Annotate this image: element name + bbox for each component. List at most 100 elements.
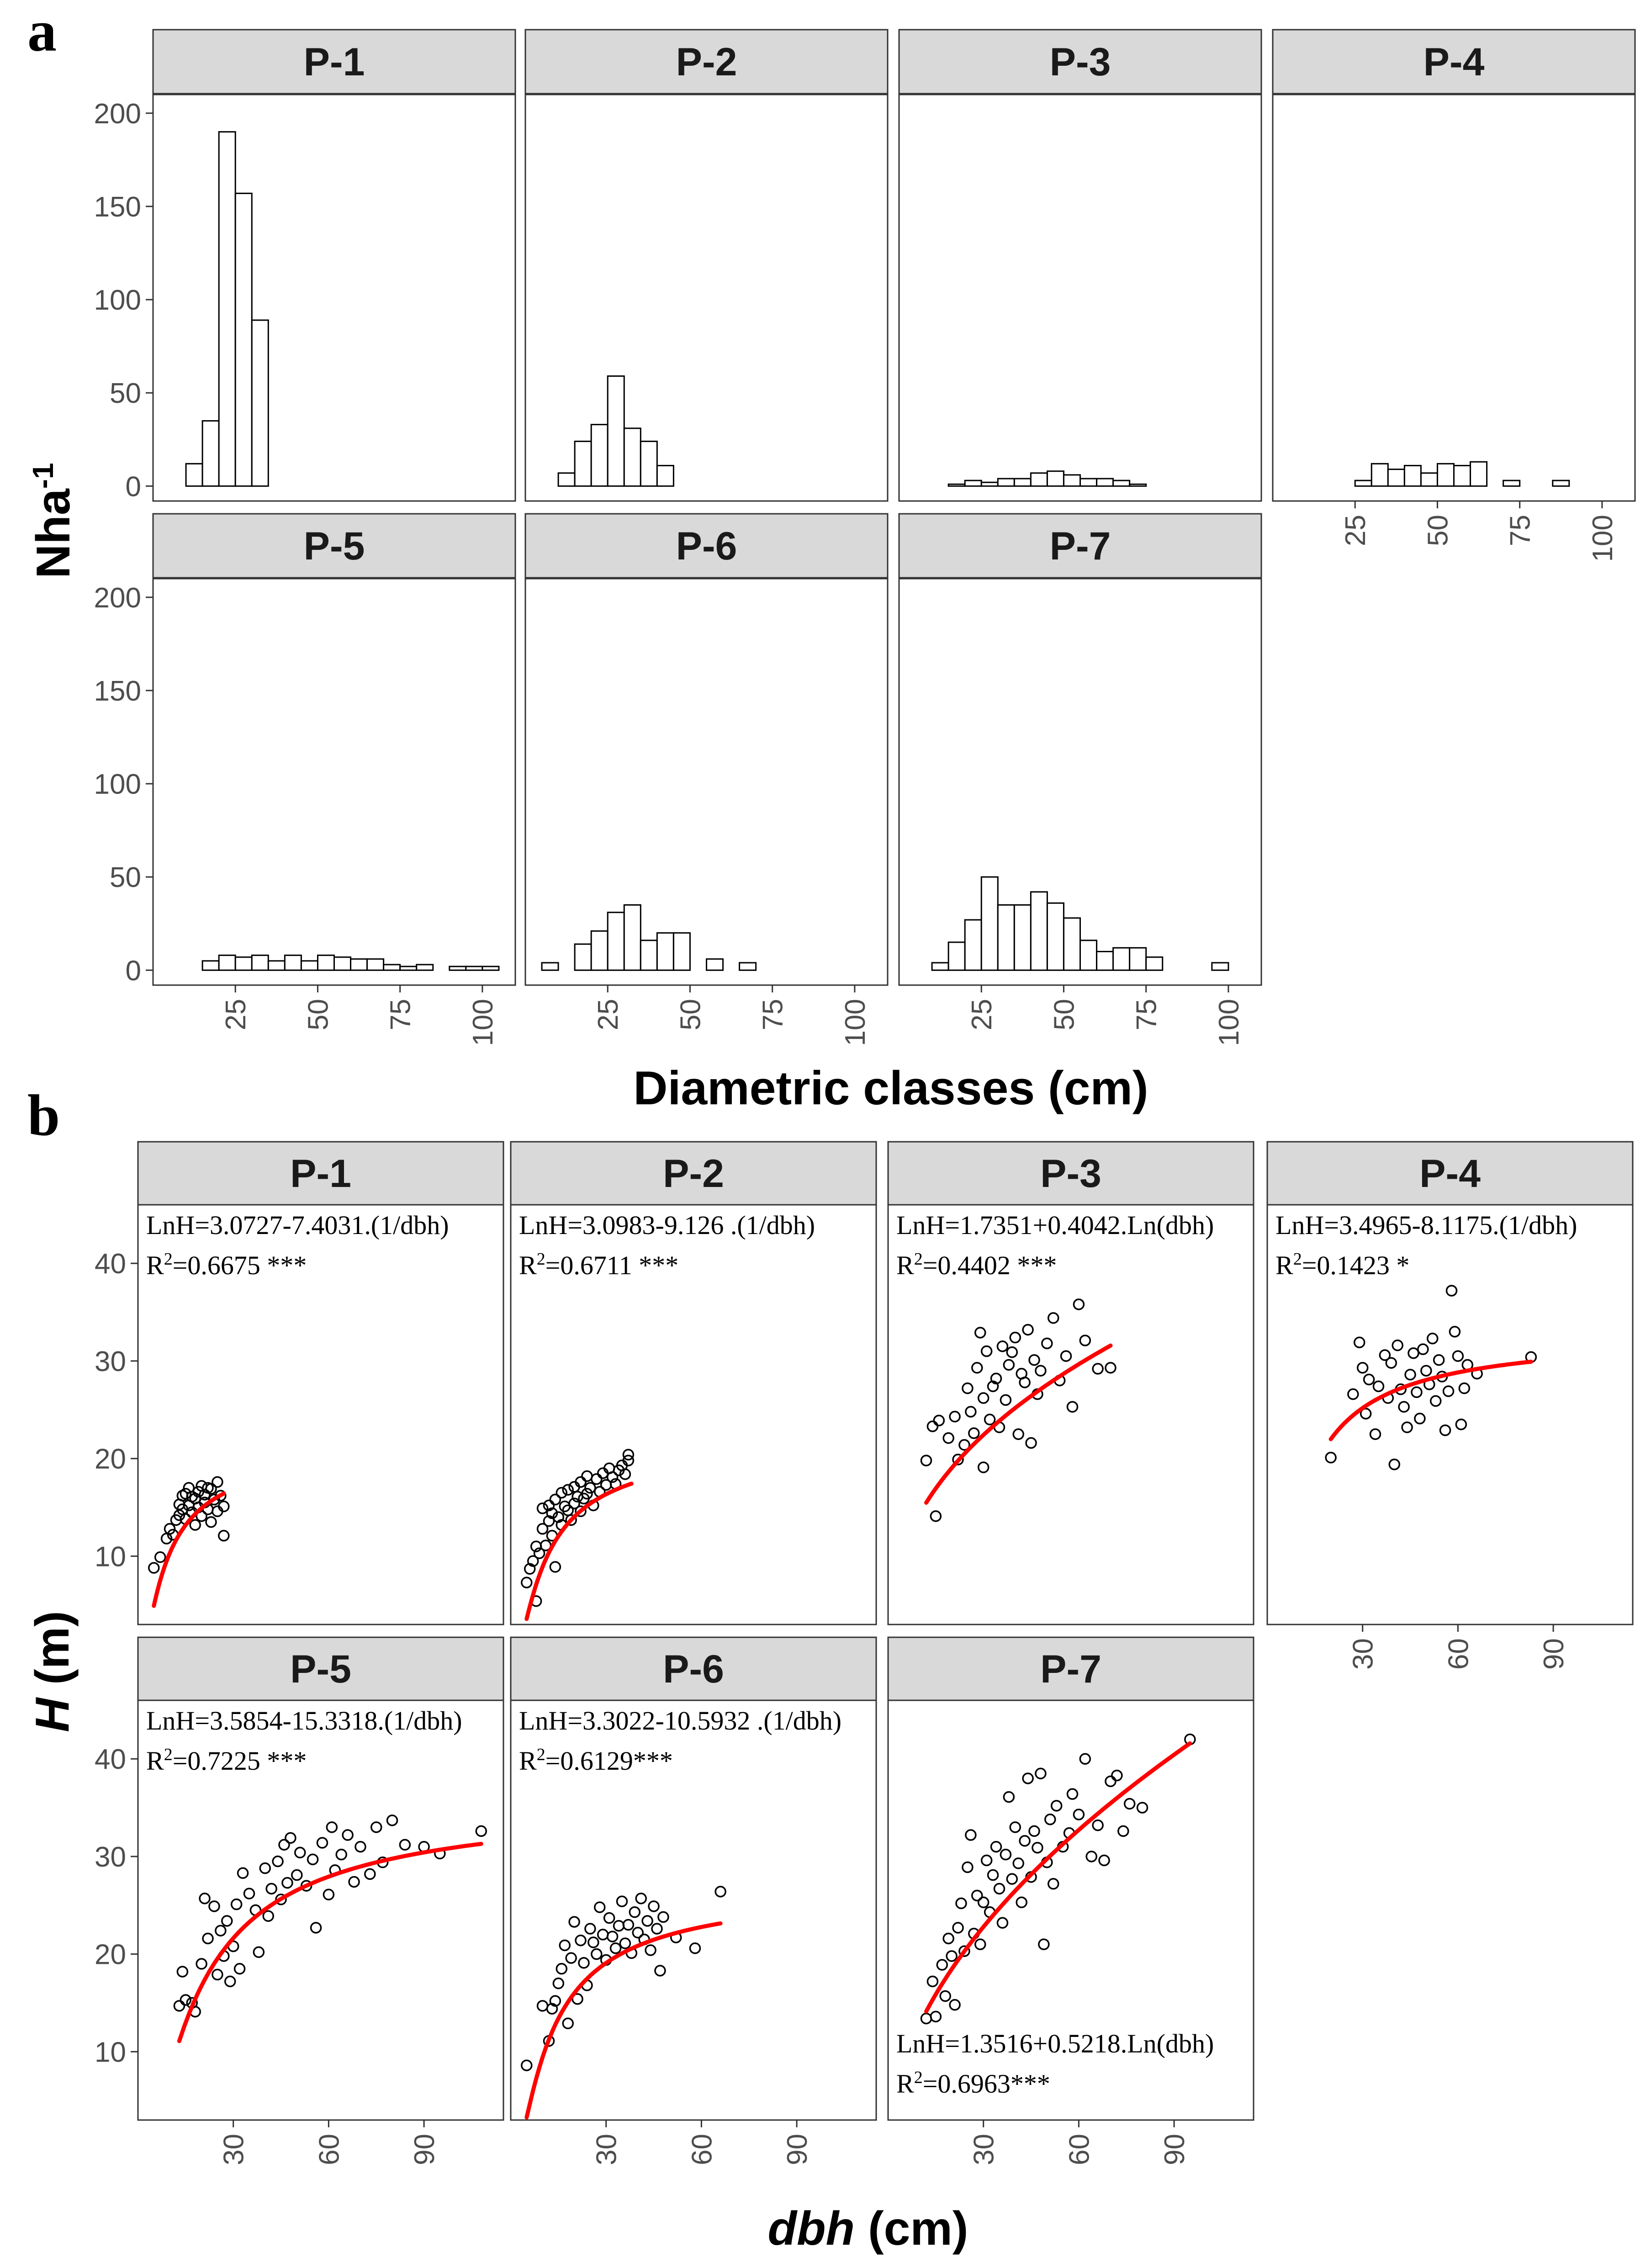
histogram-bar xyxy=(1096,478,1114,487)
data-point xyxy=(1347,1388,1359,1400)
panel-frame xyxy=(898,94,1262,502)
panel-strip xyxy=(898,29,1262,95)
data-point xyxy=(974,1938,986,1951)
r-squared-superscript: 2 xyxy=(164,1745,173,1764)
panel-frame xyxy=(1272,94,1636,502)
panel-strip xyxy=(1266,1141,1634,1206)
histogram-bar xyxy=(482,965,500,971)
histogram-bar xyxy=(300,960,318,971)
histogram-bar xyxy=(234,956,253,971)
data-point xyxy=(1079,1753,1091,1765)
x-tick-label: 75 xyxy=(757,999,789,1030)
data-point xyxy=(1123,1798,1136,1810)
panel-strip xyxy=(137,1636,504,1701)
fit-equation: LnH=1.7351+0.4042.Ln(dbh) xyxy=(896,1210,1214,1240)
histogram-bar xyxy=(590,930,609,971)
histogram-bar xyxy=(607,912,625,971)
histogram-bar xyxy=(656,464,674,487)
data-point xyxy=(199,1893,211,1904)
data-point xyxy=(965,1829,977,1841)
data-point xyxy=(1028,1825,1040,1837)
histogram-bar xyxy=(317,955,335,971)
histogram-bar xyxy=(964,480,982,487)
histogram-bar xyxy=(557,472,576,487)
data-point xyxy=(281,1877,293,1889)
data-point xyxy=(1006,1873,1018,1885)
data-point xyxy=(996,1917,1009,1929)
data-point xyxy=(1000,1394,1012,1406)
data-point xyxy=(1426,1333,1439,1345)
histogram-bar xyxy=(201,420,220,487)
x-tick-label: 75 xyxy=(1131,999,1163,1030)
r-squared-value: =0.4402 *** xyxy=(923,1250,1057,1280)
y-axis-title-variable: H xyxy=(26,1697,79,1732)
data-point xyxy=(307,1853,319,1866)
x-tick-label: 30 xyxy=(218,2134,250,2165)
fit-curve xyxy=(924,1343,1113,1505)
panel-label: P-7 xyxy=(1040,1647,1101,1691)
y-axis-title-unit: (m) xyxy=(26,1611,79,1698)
histogram-bar xyxy=(640,440,658,487)
y-tick-label: 0 xyxy=(126,471,141,502)
panel-frame xyxy=(137,1204,504,1625)
data-point xyxy=(386,1814,398,1826)
data-point xyxy=(575,1935,587,1946)
data-point xyxy=(1408,1347,1419,1359)
x-tick-label: 100 xyxy=(840,999,871,1046)
data-point xyxy=(1079,1334,1091,1346)
panel-label: P-3 xyxy=(1040,1152,1101,1196)
data-point xyxy=(591,1948,603,1960)
fit-curve xyxy=(1328,1360,1533,1441)
data-point xyxy=(148,1562,160,1574)
data-point xyxy=(1028,1354,1040,1366)
y-tick-label: 20 xyxy=(95,1939,126,1971)
histogram-bar xyxy=(997,478,1015,487)
data-point xyxy=(575,1505,587,1517)
data-point xyxy=(1019,1377,1031,1388)
data-point xyxy=(348,1876,360,1888)
histogram-bar xyxy=(449,965,467,971)
histogram-bar xyxy=(1112,480,1131,487)
fit-curve xyxy=(152,1491,226,1608)
data-point xyxy=(622,1449,635,1461)
histogram-bar xyxy=(1211,962,1229,971)
data-point xyxy=(641,1915,653,1927)
data-point xyxy=(565,1514,577,1526)
data-point xyxy=(237,1867,249,1879)
fit-r-squared: R2=0.6129*** xyxy=(519,1745,673,1776)
data-point xyxy=(536,1523,549,1535)
data-point xyxy=(974,1327,986,1339)
y-tick-label: 200 xyxy=(94,98,141,130)
x-tick-label: 60 xyxy=(313,2134,345,2165)
data-point xyxy=(370,1821,382,1833)
histogram-bar xyxy=(267,960,286,971)
data-point xyxy=(1035,1767,1047,1780)
x-axis-title: dbh (cm) xyxy=(767,2202,968,2255)
histogram-bar xyxy=(333,956,352,971)
data-point xyxy=(316,1837,328,1849)
r-squared-value: =0.7225 *** xyxy=(173,1746,307,1776)
data-point xyxy=(1092,1819,1104,1831)
data-point xyxy=(205,1516,217,1528)
histogram-panel: P-6 25 50 75 100 xyxy=(524,513,889,1046)
histogram-bar xyxy=(1063,917,1081,971)
histogram-bar xyxy=(574,440,592,487)
data-point xyxy=(253,1946,265,1958)
panel-a-letter: a xyxy=(27,0,57,63)
x-tick-label: 50 xyxy=(1048,999,1080,1030)
data-point xyxy=(176,1966,189,1978)
data-point xyxy=(1019,1835,1031,1847)
histogram-bar xyxy=(623,427,641,487)
data-point xyxy=(1066,1401,1079,1413)
data-point xyxy=(549,1995,561,2007)
histogram-bar xyxy=(1387,469,1405,487)
r-squared-superscript: 2 xyxy=(914,2068,923,2087)
data-point xyxy=(262,1910,274,1922)
data-point xyxy=(521,2059,533,2072)
histogram-bar xyxy=(1063,474,1081,487)
data-point xyxy=(578,1957,590,1969)
r-squared-superscript: 2 xyxy=(537,1250,545,1269)
data-point xyxy=(971,1889,983,1902)
data-point xyxy=(221,1915,233,1927)
data-point xyxy=(1022,1772,1034,1784)
